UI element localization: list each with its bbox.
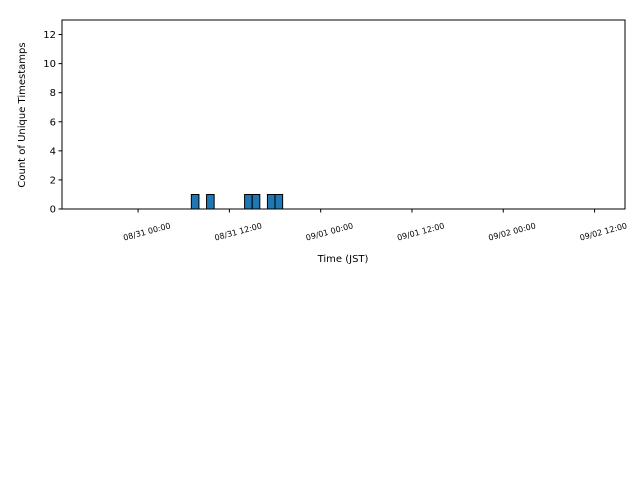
bar — [274, 193, 284, 210]
x-tick-label: 08/31 00:00 — [122, 221, 171, 242]
y-tick-label: 12 — [43, 30, 56, 41]
x-tick-label: 08/31 12:00 — [214, 221, 263, 242]
x-axis-label: Time (JST) — [317, 254, 369, 265]
y-tick-label: 8 — [50, 88, 56, 99]
y-tick-label: 10 — [43, 59, 56, 70]
x-tick-label: 09/02 12:00 — [579, 221, 628, 242]
bar — [251, 193, 261, 210]
bar — [190, 193, 200, 210]
bar — [244, 193, 253, 210]
y-tick-label: 2 — [50, 175, 56, 186]
bar — [266, 193, 276, 210]
bar — [206, 193, 215, 210]
y-tick-label: 0 — [50, 205, 56, 216]
x-tick-label: 09/01 00:00 — [305, 221, 354, 242]
plot-frame — [61, 19, 626, 210]
x-tick-label: 09/01 12:00 — [396, 221, 445, 242]
y-tick-label: 6 — [50, 117, 56, 128]
x-tick-label: 09/02 00:00 — [487, 221, 536, 242]
y-axis-label: Count of Unique Timestamps — [17, 42, 28, 187]
y-tick-label: 4 — [50, 146, 56, 157]
